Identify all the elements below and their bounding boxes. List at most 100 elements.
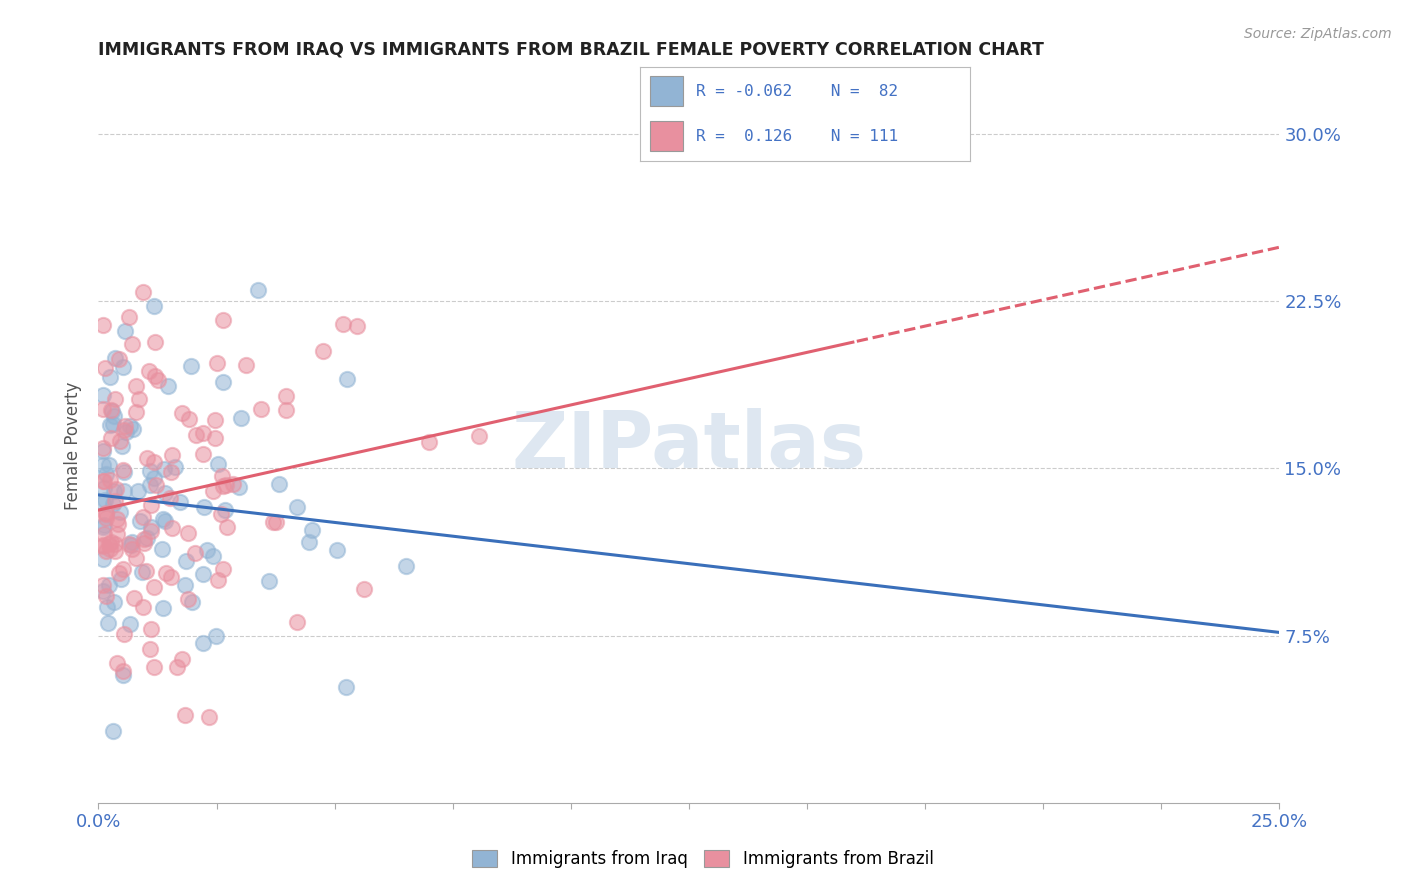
Point [153, 486, 176, 500]
Point [96, 599, 118, 614]
Point [121, 534, 143, 549]
Point [111, 359, 134, 374]
Point [112, 465, 135, 479]
Text: Source: ZipAtlas.com: Source: ZipAtlas.com [1244, 27, 1392, 41]
Point [121, 336, 143, 351]
Point [301, 523, 323, 537]
Point [143, 369, 166, 384]
Point [193, 636, 215, 650]
Point [122, 422, 145, 436]
Point [145, 477, 167, 491]
Point [108, 566, 131, 581]
Point [135, 450, 157, 465]
Point [103, 484, 125, 499]
Point [104, 543, 127, 558]
Point [111, 562, 134, 576]
Point [100, 369, 122, 384]
Point [170, 406, 193, 420]
Point [184, 546, 207, 560]
Point [98, 473, 121, 487]
Point [198, 710, 221, 724]
Point [172, 652, 194, 666]
Point [152, 601, 174, 615]
Point [125, 379, 148, 393]
Point [105, 512, 128, 526]
Point [155, 514, 177, 528]
Y-axis label: Female Poverty: Female Poverty [65, 382, 83, 510]
Point [118, 537, 141, 551]
Point [98, 537, 121, 551]
Point [132, 599, 155, 614]
Point [100, 431, 122, 445]
Point [103, 594, 125, 608]
Point [177, 412, 200, 426]
Point [94, 492, 117, 507]
Point [207, 356, 229, 370]
Point [93, 518, 115, 533]
Point [160, 465, 183, 479]
Point [298, 535, 321, 549]
Point [122, 591, 145, 606]
Point [94, 589, 117, 603]
FancyBboxPatch shape [650, 77, 683, 106]
Point [91, 496, 114, 510]
Point [285, 615, 308, 629]
Point [162, 521, 184, 535]
Point [128, 514, 150, 528]
Point [135, 564, 157, 578]
Point [94, 467, 117, 481]
Point [100, 403, 122, 417]
Point [107, 516, 129, 531]
Point [335, 680, 357, 694]
Text: ZIPatlas: ZIPatlas [512, 408, 866, 484]
Point [111, 664, 134, 678]
Point [108, 351, 131, 366]
Point [91, 444, 114, 458]
Point [197, 542, 219, 557]
Legend: Immigrants from Iraq, Immigrants from Brazil: Immigrants from Iraq, Immigrants from Br… [465, 843, 941, 875]
Point [177, 591, 200, 606]
Point [120, 538, 142, 552]
Point [100, 535, 122, 549]
Point [165, 459, 187, 474]
Point [169, 495, 191, 509]
Point [193, 500, 215, 515]
Point [111, 439, 134, 453]
Point [101, 497, 124, 511]
Point [332, 317, 354, 331]
Text: R = -0.062    N =  82: R = -0.062 N = 82 [696, 84, 898, 99]
Point [118, 310, 141, 325]
Point [93, 527, 115, 541]
Point [101, 723, 124, 738]
Point [107, 527, 129, 541]
Point [139, 622, 162, 636]
Point [143, 660, 166, 674]
Point [110, 572, 132, 586]
Point [125, 405, 148, 419]
Point [247, 283, 270, 297]
Point [91, 552, 114, 566]
Point [209, 507, 232, 521]
Point [264, 515, 287, 529]
Point [91, 584, 114, 599]
Point [138, 364, 160, 378]
Point [394, 558, 416, 573]
Point [150, 541, 173, 556]
Point [274, 402, 297, 417]
Point [98, 458, 121, 473]
Point [111, 668, 134, 682]
Point [159, 491, 181, 506]
Point [160, 448, 183, 462]
Point [112, 627, 135, 641]
Point [114, 324, 136, 338]
Point [108, 434, 131, 449]
Point [217, 520, 239, 534]
Point [114, 418, 136, 433]
Point [104, 392, 127, 406]
Point [235, 358, 257, 372]
Point [103, 536, 125, 550]
Point [128, 484, 150, 499]
Point [125, 551, 148, 566]
Point [156, 378, 179, 392]
Point [274, 389, 297, 403]
